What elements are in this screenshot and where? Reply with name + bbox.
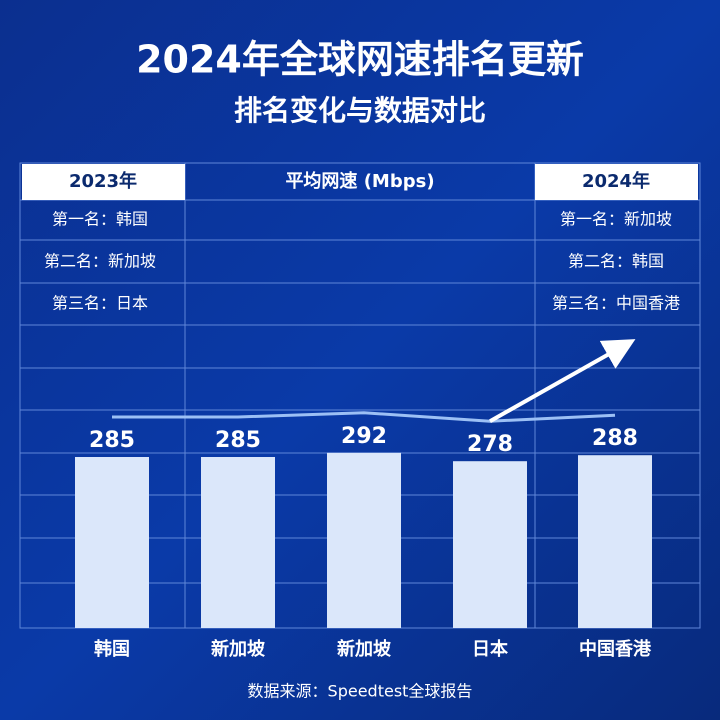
bar xyxy=(201,457,275,628)
bar xyxy=(453,461,527,628)
value-label: 278 xyxy=(467,432,513,457)
value-label: 292 xyxy=(341,424,387,449)
title: 2024年全球网速排名更新 xyxy=(136,38,584,82)
category-label: 新加坡 xyxy=(211,638,266,660)
header-2024: 2024年 xyxy=(582,170,650,192)
value-label: 285 xyxy=(215,428,261,453)
value-label: 285 xyxy=(89,428,135,453)
header-speed: 平均网速 (Mbps) xyxy=(285,170,434,192)
category-label: 韩国 xyxy=(94,638,130,660)
header-cell xyxy=(22,164,185,200)
category-label: 新加坡 xyxy=(337,638,392,660)
source: 数据来源：Speedtest全球报告 xyxy=(248,682,473,701)
rank-2024: 第一名：新加坡 xyxy=(560,210,672,229)
trend-line xyxy=(112,411,616,423)
rank-2024: 第二名：韩国 xyxy=(568,252,664,271)
trend-arrow xyxy=(489,339,636,423)
header-2023: 2023年 xyxy=(69,170,137,192)
rank-2023: 第一名：韩国 xyxy=(52,210,148,229)
category-label: 中国香港 xyxy=(579,638,652,660)
category-label: 日本 xyxy=(472,638,508,660)
rank-2024: 第三名：中国香港 xyxy=(552,294,680,313)
bar xyxy=(75,457,149,628)
subtitle: 排名变化与数据对比 xyxy=(234,94,486,127)
bar xyxy=(327,452,401,628)
header-cell xyxy=(535,164,698,200)
value-label: 288 xyxy=(592,426,638,451)
rank-2023: 第二名：新加坡 xyxy=(44,252,156,271)
rank-2023: 第三名：日本 xyxy=(52,294,148,313)
chart: 285 韩国 285 新加坡 292 新加坡 278 日本 288 中国香港 xyxy=(75,339,652,660)
bar xyxy=(578,455,652,628)
